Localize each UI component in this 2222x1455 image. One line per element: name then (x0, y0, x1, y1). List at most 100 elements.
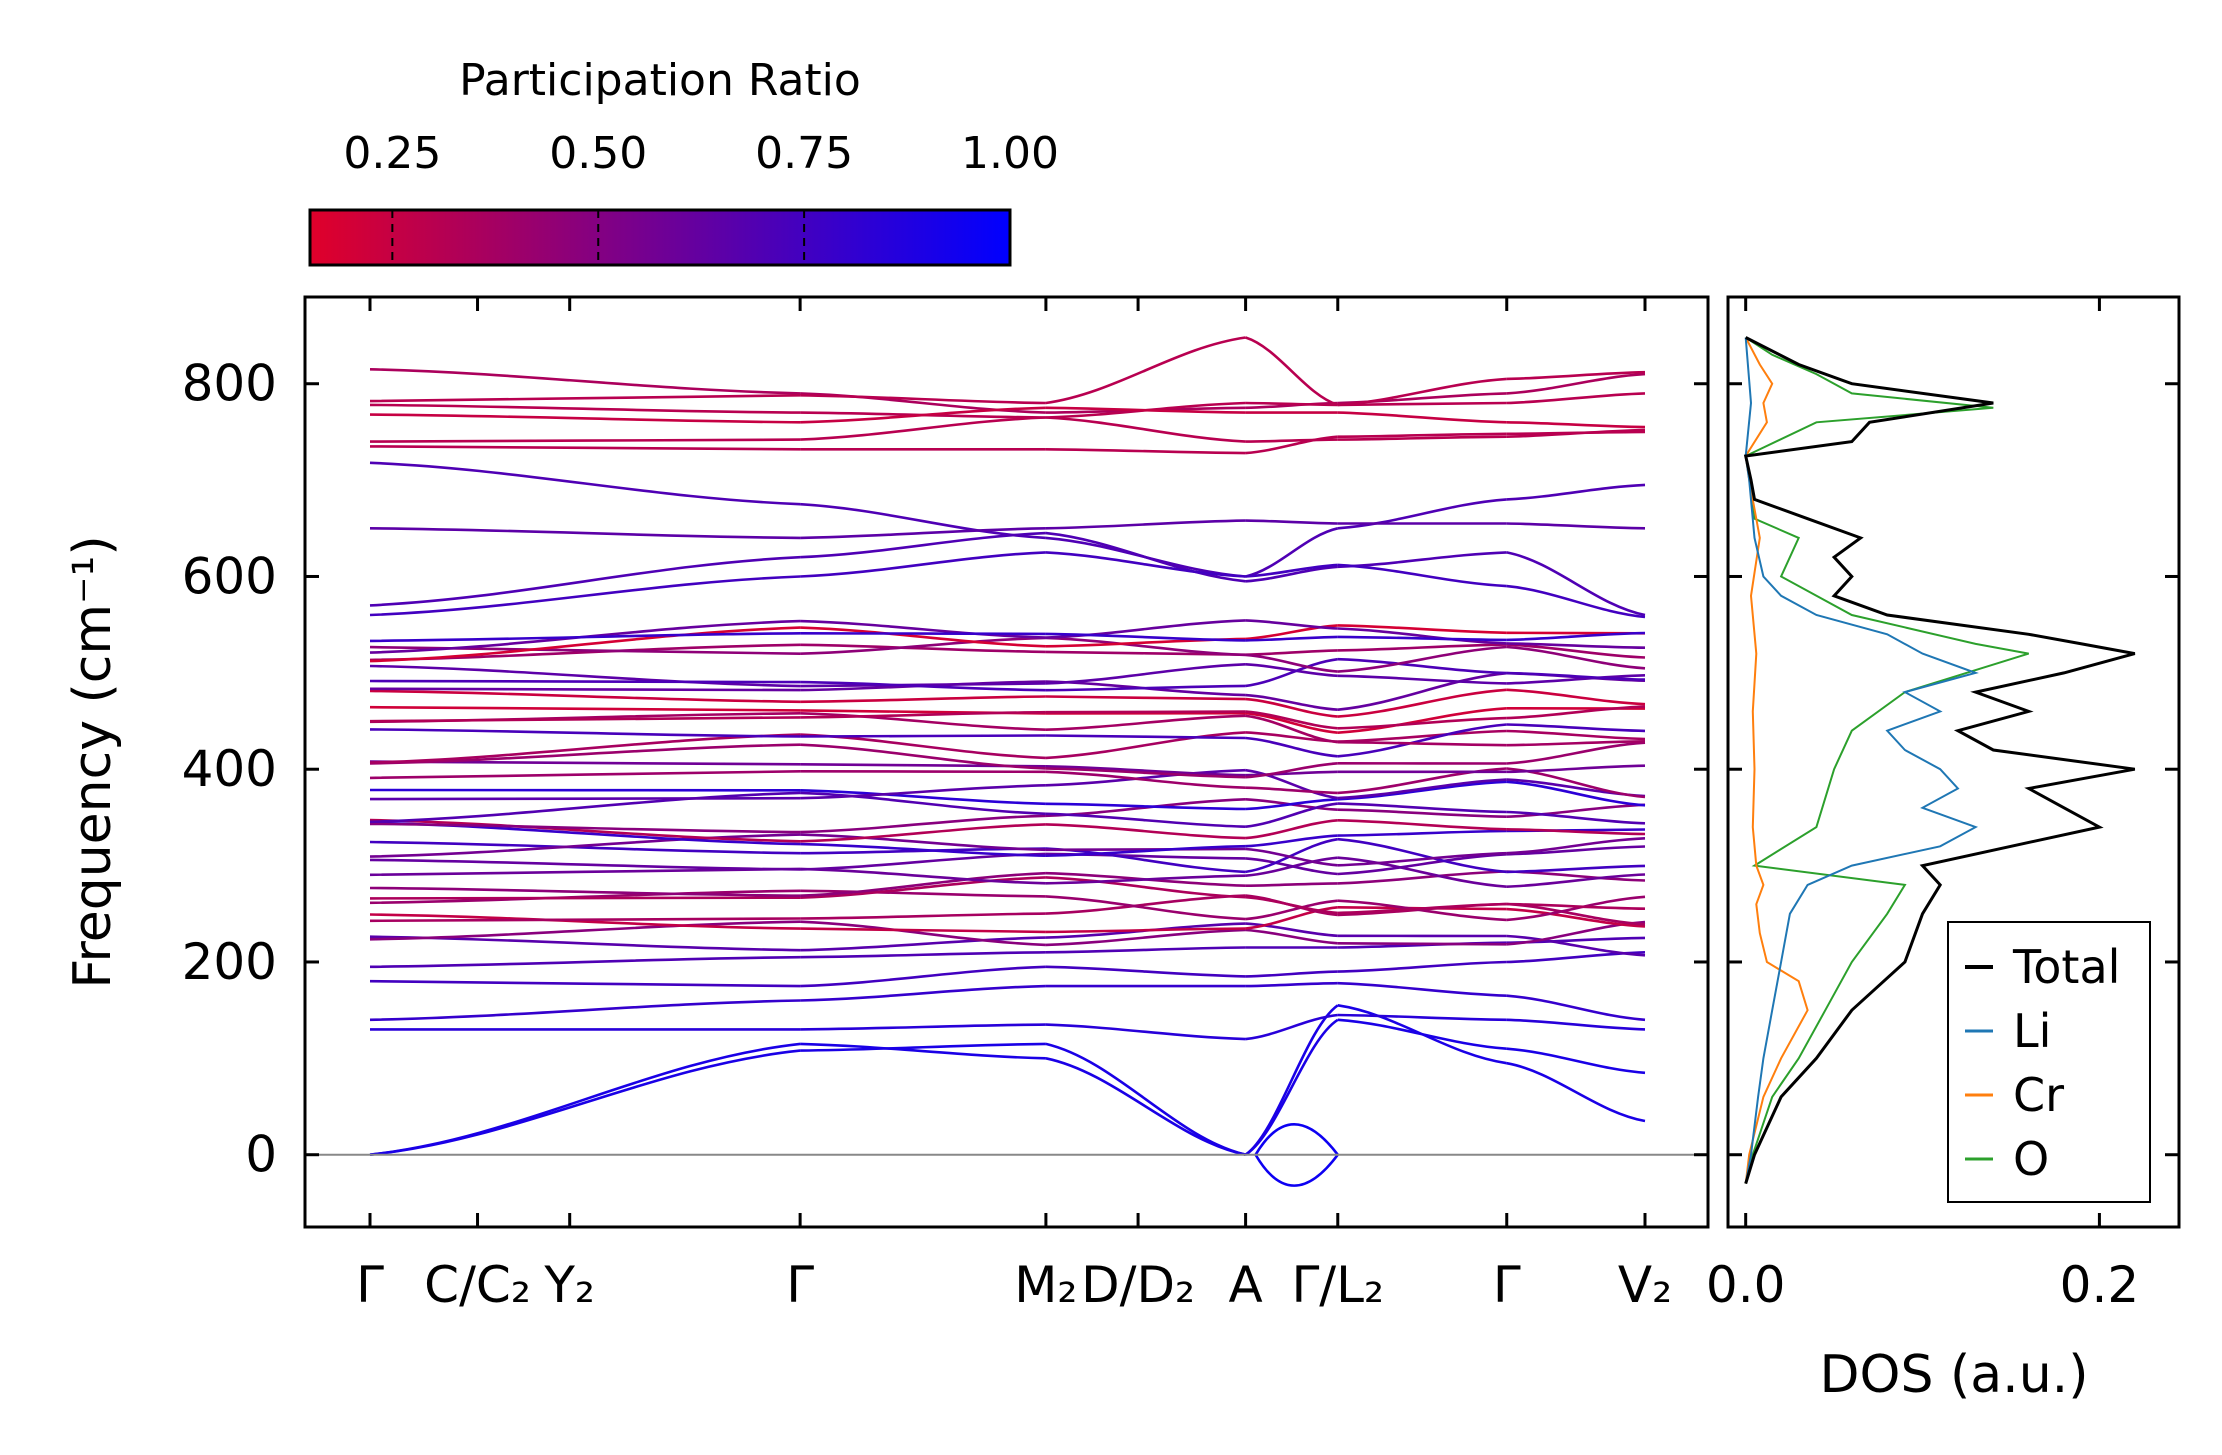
phonon-band (1245, 1013, 1338, 1041)
phonon-band (369, 858, 801, 871)
dos-axes-ticks: 0.0 0.2 (1706, 297, 2179, 1314)
dos-panel: 0.0 0.2 DOS (a.u.) Total Li Cr O (1706, 295, 2181, 1405)
phonon-band (1506, 902, 1646, 910)
phonon-band (1506, 740, 1646, 747)
y-tick-label: 800 (182, 355, 277, 413)
phonon-band (1245, 663, 1338, 678)
phonon-band (1245, 768, 1338, 800)
phonon-band (800, 1042, 1046, 1060)
phonon-band (800, 951, 1046, 959)
phonon-band (1245, 697, 1338, 718)
phonon-band (800, 734, 1046, 738)
dos-series-li (1744, 337, 1979, 1184)
phonon-band (369, 743, 801, 765)
phonon-band (1337, 657, 1507, 675)
phonon-band (1045, 844, 1246, 857)
phonon-band (369, 733, 801, 764)
phonon-band (800, 927, 1046, 934)
phonon-band (1337, 851, 1507, 867)
phonon-band (800, 394, 1046, 405)
phonon-band (800, 619, 1046, 639)
phonon-band (1337, 778, 1507, 800)
phonon-band (369, 791, 801, 824)
phonon-band (1337, 624, 1507, 635)
phonon-band (1245, 563, 1338, 578)
imaginary-mode-branch (1254, 1153, 1339, 1187)
phonon-band (1506, 631, 1646, 642)
phonon-band (369, 632, 801, 643)
phonon-band (1245, 519, 1338, 525)
phonon-band (1506, 723, 1646, 733)
band-y-axis: 0 200 400 600 800 (182, 355, 1708, 1184)
legend-label: Cr (2013, 1068, 2064, 1122)
phonon-band (369, 626, 801, 663)
phonon-band (1337, 627, 1507, 645)
phonon-band (800, 823, 1046, 843)
phonon-band (1506, 705, 1646, 720)
phonon-band (1045, 734, 1246, 740)
phonon-band (1506, 688, 1646, 706)
phonon-band (1045, 684, 1246, 692)
kpath-label: Γ (356, 1256, 384, 1314)
phonon-band (1337, 635, 1507, 642)
phonon-band (1506, 741, 1646, 765)
phonon-band (1337, 435, 1507, 441)
y-tick-label: 200 (182, 933, 277, 991)
colorbar-title: Participation Ratio (459, 55, 861, 106)
kpath-label: Γ (786, 1256, 814, 1314)
phonon-band (1337, 829, 1507, 837)
phonon-band (1245, 928, 1338, 945)
phonon-band (369, 920, 801, 941)
phonon-band (1245, 657, 1338, 688)
phonon-band (800, 814, 1046, 834)
phonon-band (800, 695, 1046, 704)
phonon-band (369, 403, 801, 414)
phonon-band (800, 710, 1046, 719)
phonon-band (800, 871, 1046, 897)
phonon-band (1045, 519, 1246, 530)
phonon-band (800, 852, 1046, 871)
phonon-band (1337, 674, 1507, 685)
phonon-band (800, 626, 1046, 648)
phonon-band (800, 551, 1046, 578)
phonon-band (369, 438, 801, 443)
phonon-band (369, 770, 801, 780)
phonon-band (1245, 435, 1338, 455)
imaginary-mode-branch (1254, 1123, 1339, 1156)
phonon-band (1506, 370, 1646, 381)
phonon-band (1337, 707, 1507, 734)
phonon-band (1245, 635, 1338, 642)
band-axes-frame (303, 295, 1710, 1229)
phonon-band (1045, 714, 1246, 731)
phonon-band (369, 645, 801, 655)
phonon-band (1045, 768, 1246, 787)
phonon-band (369, 664, 801, 688)
phonon-band (1506, 551, 1646, 617)
phonon-band (1244, 1018, 1339, 1156)
phonon-band (1245, 649, 1338, 656)
phonon-band (1245, 847, 1338, 867)
kpath-label: D/D₂ (1081, 1256, 1195, 1314)
phonon-band (369, 913, 801, 930)
phonon-band (1245, 714, 1338, 744)
phonon-band (1245, 710, 1338, 730)
phonon-band (1506, 934, 1646, 957)
phonon-band (1045, 765, 1246, 777)
dos-series-cr (1744, 337, 1809, 1184)
dos-axes-frame (1726, 295, 2181, 1229)
phonon-band (1245, 906, 1338, 930)
phonon-band (800, 876, 1046, 899)
phonon-band (1245, 857, 1338, 876)
phonon-band (1045, 946, 1246, 954)
phonon-band (369, 818, 801, 843)
phonon-band (1045, 1023, 1246, 1041)
phonon-band (369, 979, 801, 988)
phonon-band (1337, 411, 1507, 424)
phonon-band (1045, 695, 1246, 701)
phonon-band (1245, 837, 1338, 874)
phonon-band (1506, 522, 1646, 530)
phonon-band (1506, 845, 1646, 856)
phonon-band (1245, 401, 1338, 410)
band-structure-panel: 0 200 400 600 800 Γ C/C₂ Y₂ Γ M₂ D/D₂ A Γ/L₂ Γ V₂ Fre… (63, 295, 1710, 1314)
